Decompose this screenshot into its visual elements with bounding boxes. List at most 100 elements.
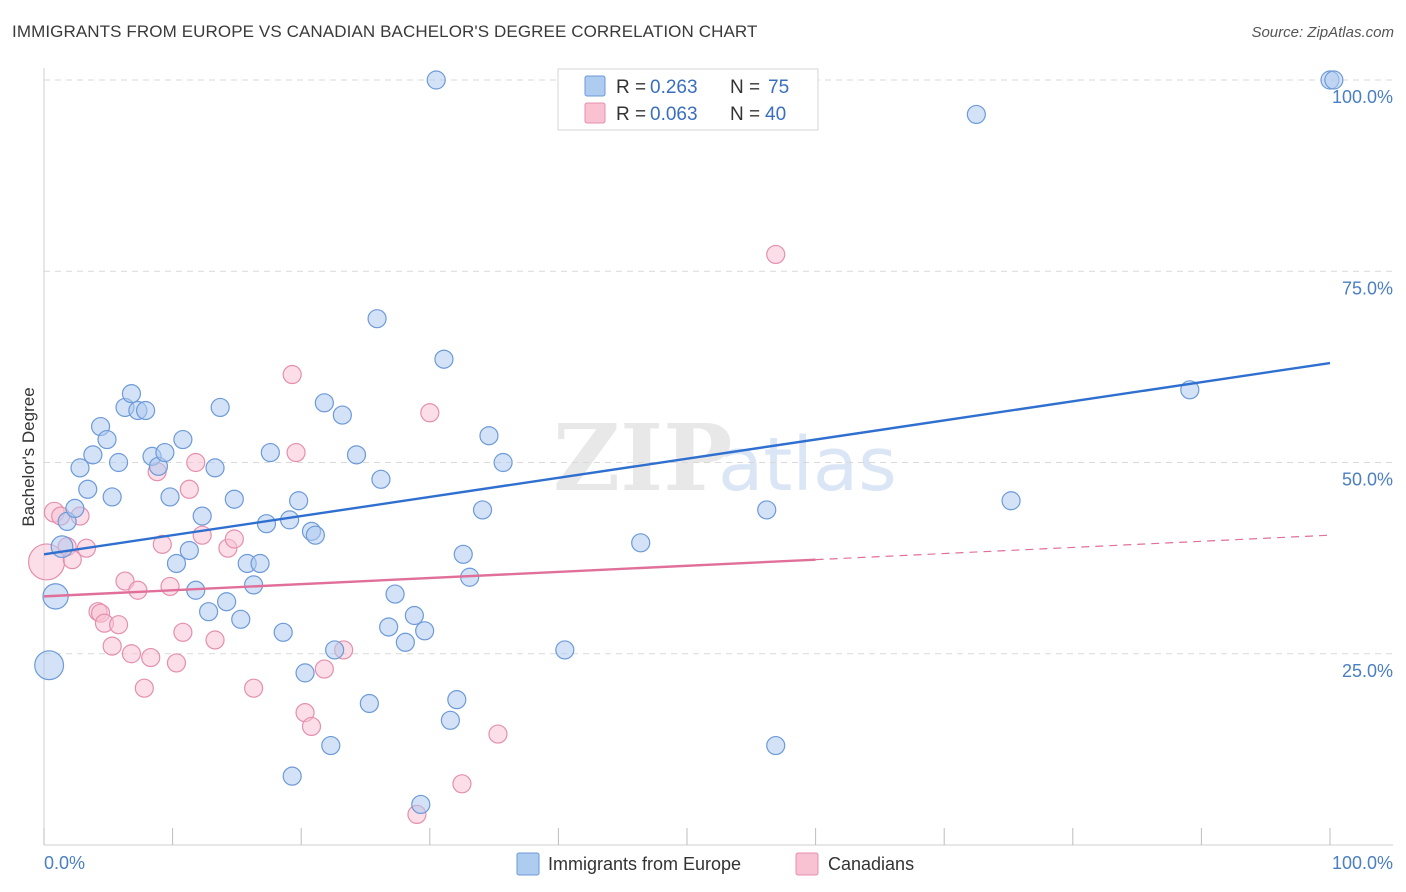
europe-point-4 [65,498,85,518]
europe-trendline [43,361,1331,556]
europe-point-34 [256,514,277,534]
y-tick-labels: 25.0% 50.0% 75.0% 100.0% [1332,87,1393,681]
europe-point-47 [346,445,367,465]
europe-point-27 [210,397,230,418]
europe-point-57 [426,70,446,90]
legend-r-value-1: 0.263 [650,77,698,98]
canadians-point-19 [160,576,180,597]
canadians-point-16 [141,647,161,668]
europe-point-50 [371,469,391,489]
europe-point-36 [273,622,293,642]
europe-point-56 [415,621,435,641]
europe-point-7 [83,445,103,465]
canadians-point-23 [186,452,206,473]
canadians-trendline-extension [815,534,1331,561]
europe-point-15 [135,400,156,421]
canadians-point-11 [108,615,129,635]
canadians-point-15 [134,678,154,698]
watermark: ZIP atlas [553,404,897,512]
europe-point-30 [231,609,251,629]
canadians-point-20 [166,653,187,673]
europe-point-67 [631,533,651,553]
canadians-point-21 [173,622,193,642]
europe-point-19 [160,487,180,507]
canadians-points [27,244,786,825]
europe-point-9 [97,429,117,450]
europe-point-20 [166,553,187,574]
europe-point-0 [34,650,65,681]
europe-point-53 [395,632,415,652]
legend-n-label-1: N = [730,77,760,98]
canadians-point-27 [224,529,244,549]
series-legend: Immigrants from Europe Canadians [516,852,914,876]
canadians-point-37 [452,774,472,794]
europe-point-38 [282,766,302,786]
europe-point-69 [766,735,786,756]
bottom-legend-canadians: Canadians [828,854,914,874]
europe-point-24 [192,506,212,526]
europe-point-46 [332,405,352,425]
europe-point-51 [379,617,399,637]
canadians-point-18 [152,534,172,554]
source-credit: Source: ZipAtlas.com [1251,24,1394,41]
watermark-atlas: atlas [718,422,897,508]
europe-point-22 [179,540,199,561]
canadians-point-25 [205,630,225,650]
europe-point-2 [50,535,74,559]
europe-point-55 [411,794,431,815]
legend-n-value-1: 75 [768,77,789,98]
trendlines [43,361,1331,598]
europe-point-63 [472,500,493,520]
legend-swatch-europe [584,75,606,97]
europe-point-11 [108,452,129,473]
europe-point-58 [434,349,454,369]
stats-legend: R = 0.263 N = 75 R = 0.063 N = 40 [557,68,819,131]
legend-r-label-1: R = [616,77,646,98]
europe-point-28 [217,592,237,612]
europe-point-40 [295,663,315,683]
europe-point-65 [493,452,513,473]
europe-points [34,70,1344,815]
canadians-point-10 [102,636,122,656]
europe-point-68 [757,500,777,520]
y-tick-50: 50.0% [1342,470,1393,490]
europe-point-10 [102,487,122,507]
canadians-point-29 [282,364,302,385]
europe-point-42 [305,525,325,545]
europe-point-21 [173,429,193,450]
bottom-legend-europe: Immigrants from Europe [548,854,741,874]
europe-point-74 [1324,70,1344,90]
europe-point-64 [479,426,499,446]
europe-point-13 [121,384,142,404]
canadians-point-39 [766,244,786,265]
europe-point-29 [224,489,244,509]
canadians-point-33 [314,659,334,679]
canadians-point-13 [121,644,142,664]
europe-point-49 [367,309,387,329]
europe-point-33 [250,553,270,574]
canadians-point-28 [244,678,264,698]
y-tick-25: 25.0% [1342,661,1393,681]
europe-point-60 [447,690,467,710]
y-tick-75: 75.0% [1342,278,1393,298]
europe-point-18 [155,442,175,463]
europe-point-45 [325,640,345,660]
europe-point-25 [199,602,219,622]
canadians-point-36 [420,403,440,423]
europe-point-43 [314,393,334,413]
europe-point-48 [359,693,379,714]
bottom-legend-swatch-europe [516,852,540,876]
legend-n-value-2: 40 [765,104,786,125]
canadians-point-32 [301,716,322,737]
canadians-point-38 [488,724,508,744]
legend-swatch-canadians [584,102,606,124]
europe-point-39 [289,491,309,511]
x-tick-max: 100.0% [1332,853,1393,873]
legend-r-value-2: 0.063 [650,104,698,125]
europe-point-70 [966,104,986,125]
chart-title: IMMIGRANTS FROM EUROPE VS CANADIAN BACHE… [12,22,758,41]
europe-point-71 [1001,491,1021,511]
legend-n-label-2: N = [730,104,760,125]
canadians-point-14 [128,580,148,600]
